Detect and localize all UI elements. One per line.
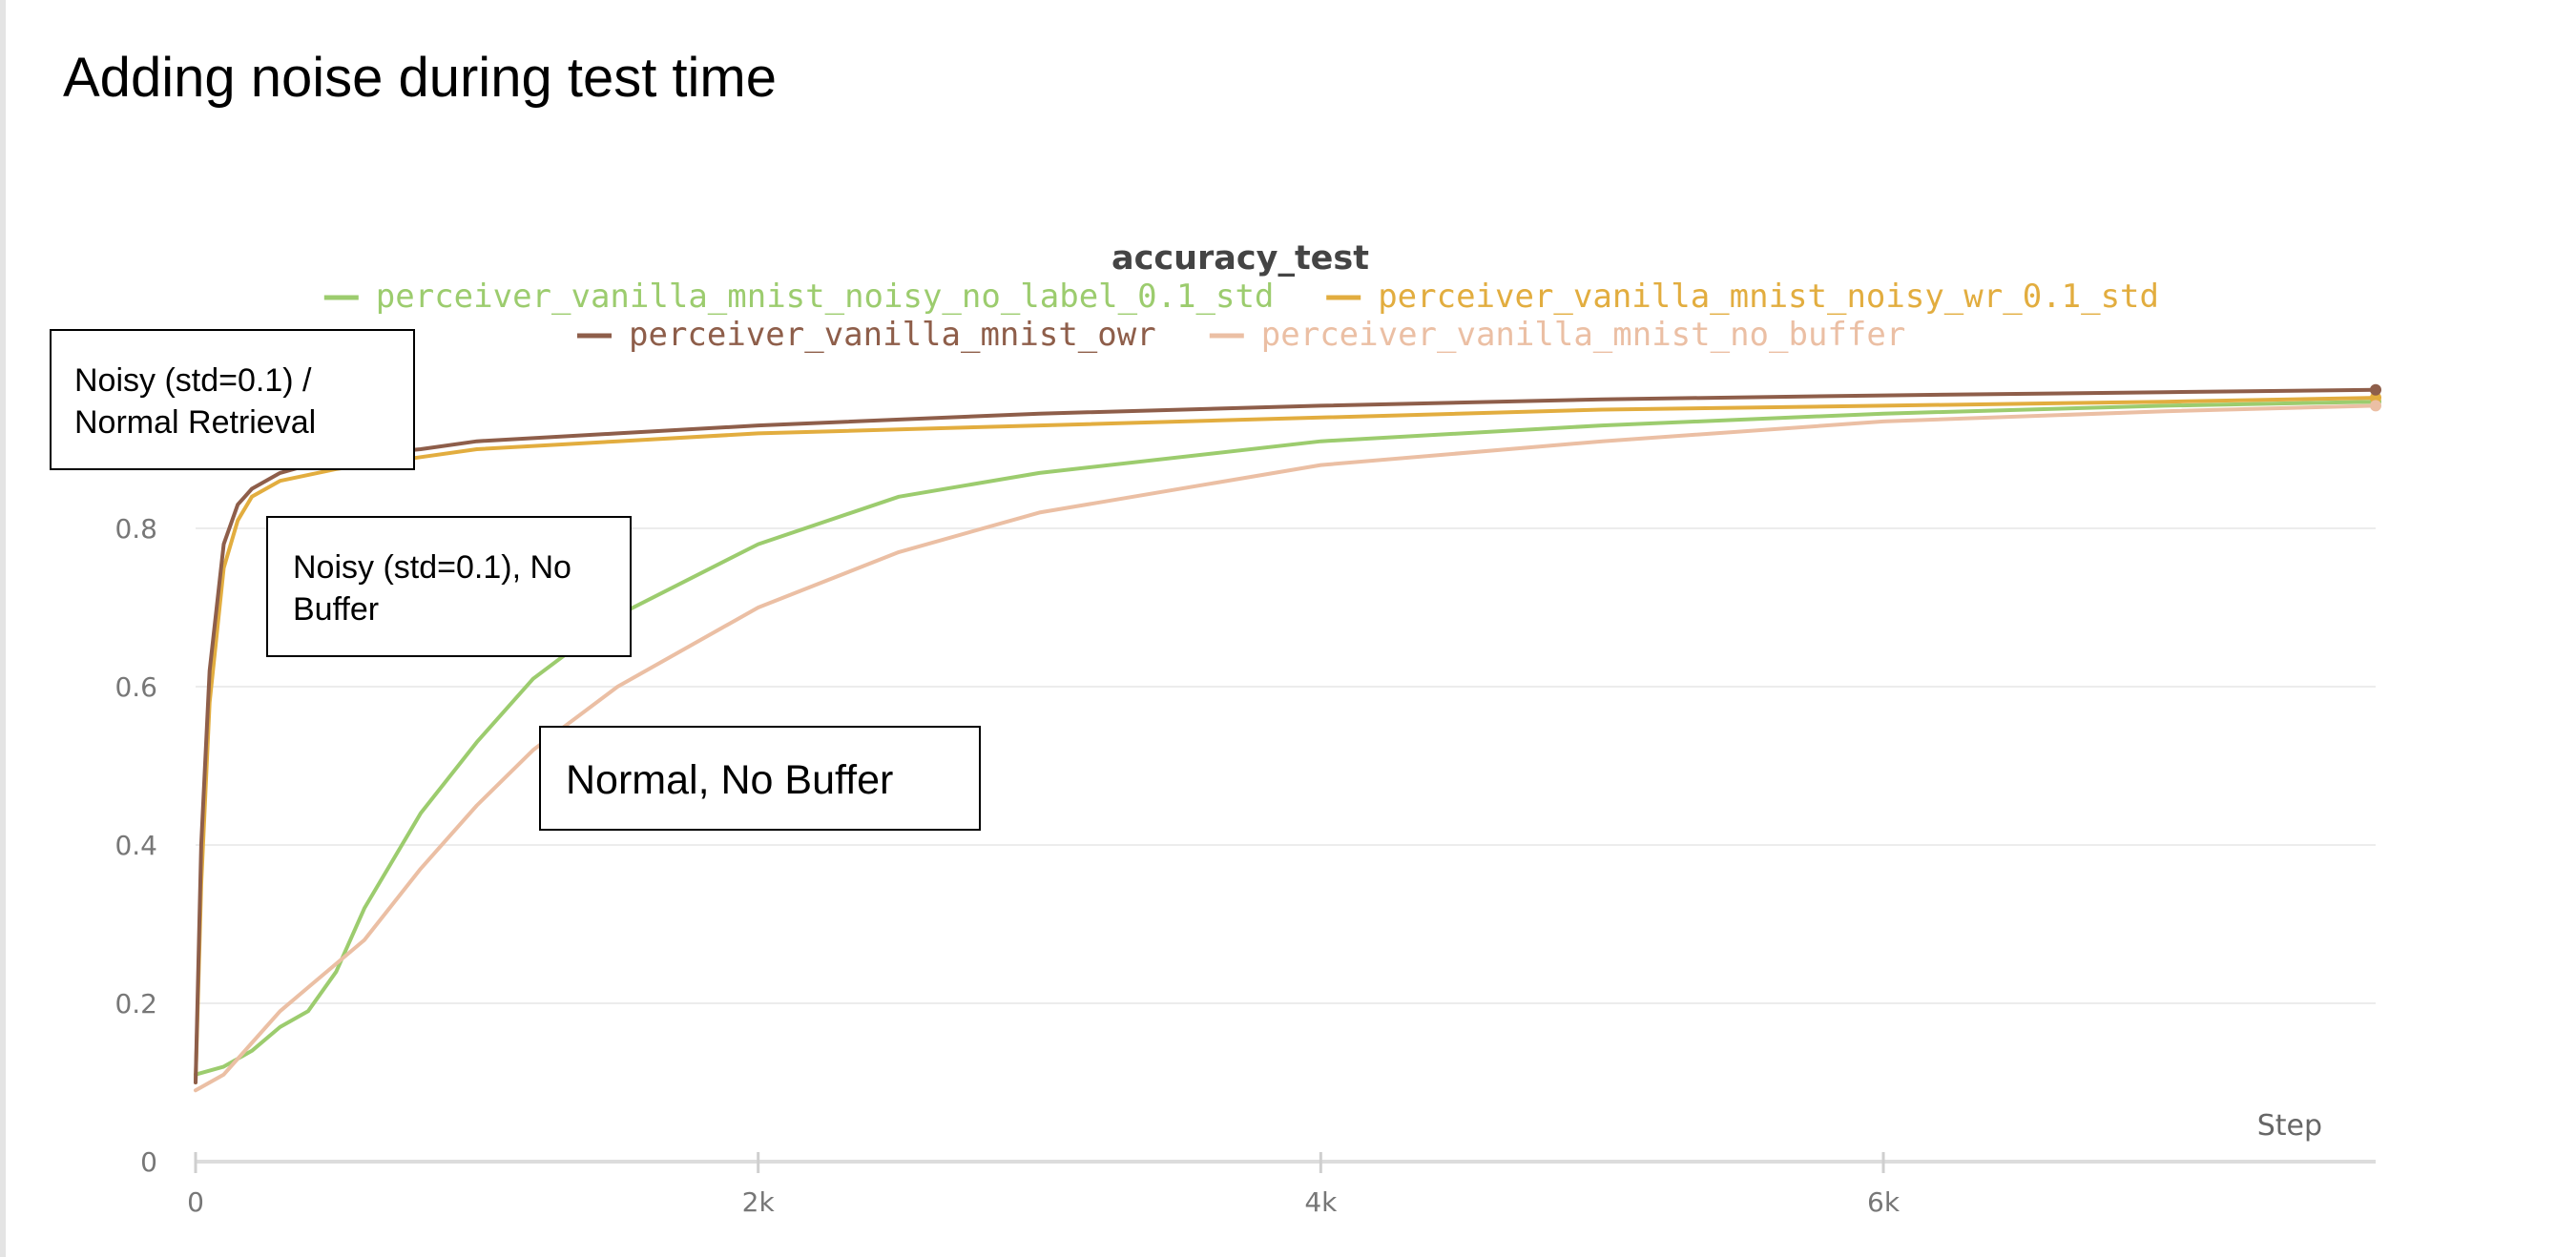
series-end-point — [2370, 383, 2381, 396]
annotation-line: Noisy (std=0.1), No — [293, 549, 571, 586]
annotation-line: Buffer — [293, 591, 380, 628]
x-tick-label: 0 — [187, 1186, 204, 1218]
y-tick-label: 0.8 — [114, 513, 157, 545]
x-axis-label: Step — [2257, 1109, 2322, 1143]
slide-title: Adding noise during test time — [63, 47, 777, 109]
series-line — [194, 387, 2378, 1084]
y-tick-label: 0.6 — [114, 671, 157, 703]
series-end-point — [2370, 400, 2381, 412]
legend-entry: perceiver_vanilla_mnist_noisy_no_label_0… — [376, 278, 1275, 316]
y-tick-label: 0.2 — [114, 988, 157, 1020]
annotation-line: Normal Retrieval — [74, 404, 317, 441]
chart-axes: 0 0.2 0.4 0.6 0.8 0 2k 4k 6k — [114, 513, 2376, 1218]
x-tick-label: 6k — [1867, 1186, 1901, 1218]
series-line — [194, 403, 2378, 1093]
chart-legend: perceiver_vanilla_mnist_noisy_no_label_0… — [323, 278, 2159, 354]
x-tick-label: 2k — [742, 1186, 776, 1218]
annotation-noisy-no-buffer: Noisy (std=0.1), No Buffer — [266, 516, 632, 657]
legend-entry: perceiver_vanilla_mnist_owr — [629, 316, 1156, 354]
legend-entry: perceiver_vanilla_mnist_noisy_wr_0.1_std — [1378, 278, 2159, 316]
series-line — [194, 400, 2378, 1077]
series-end-point — [2370, 392, 2381, 404]
chart-series — [194, 383, 2381, 1093]
annotation-noisy-normal-retrieval: Noisy (std=0.1) / Normal Retrieval — [50, 329, 415, 470]
annotation-line: Noisy (std=0.1) / — [74, 362, 312, 399]
slide-left-border — [0, 0, 6, 1257]
annotation-normal-no-buffer: Normal, No Buffer — [539, 726, 981, 831]
series-line — [194, 396, 2378, 1084]
annotation-line: Normal, No Buffer — [566, 757, 894, 803]
y-tick-label: 0.4 — [114, 830, 157, 861]
legend-entry: perceiver_vanilla_mnist_no_buffer — [1261, 316, 1906, 354]
chart-title: accuracy_test — [1111, 239, 1369, 278]
x-tick-label: 4k — [1304, 1186, 1338, 1218]
y-tick-label: 0 — [140, 1146, 157, 1178]
